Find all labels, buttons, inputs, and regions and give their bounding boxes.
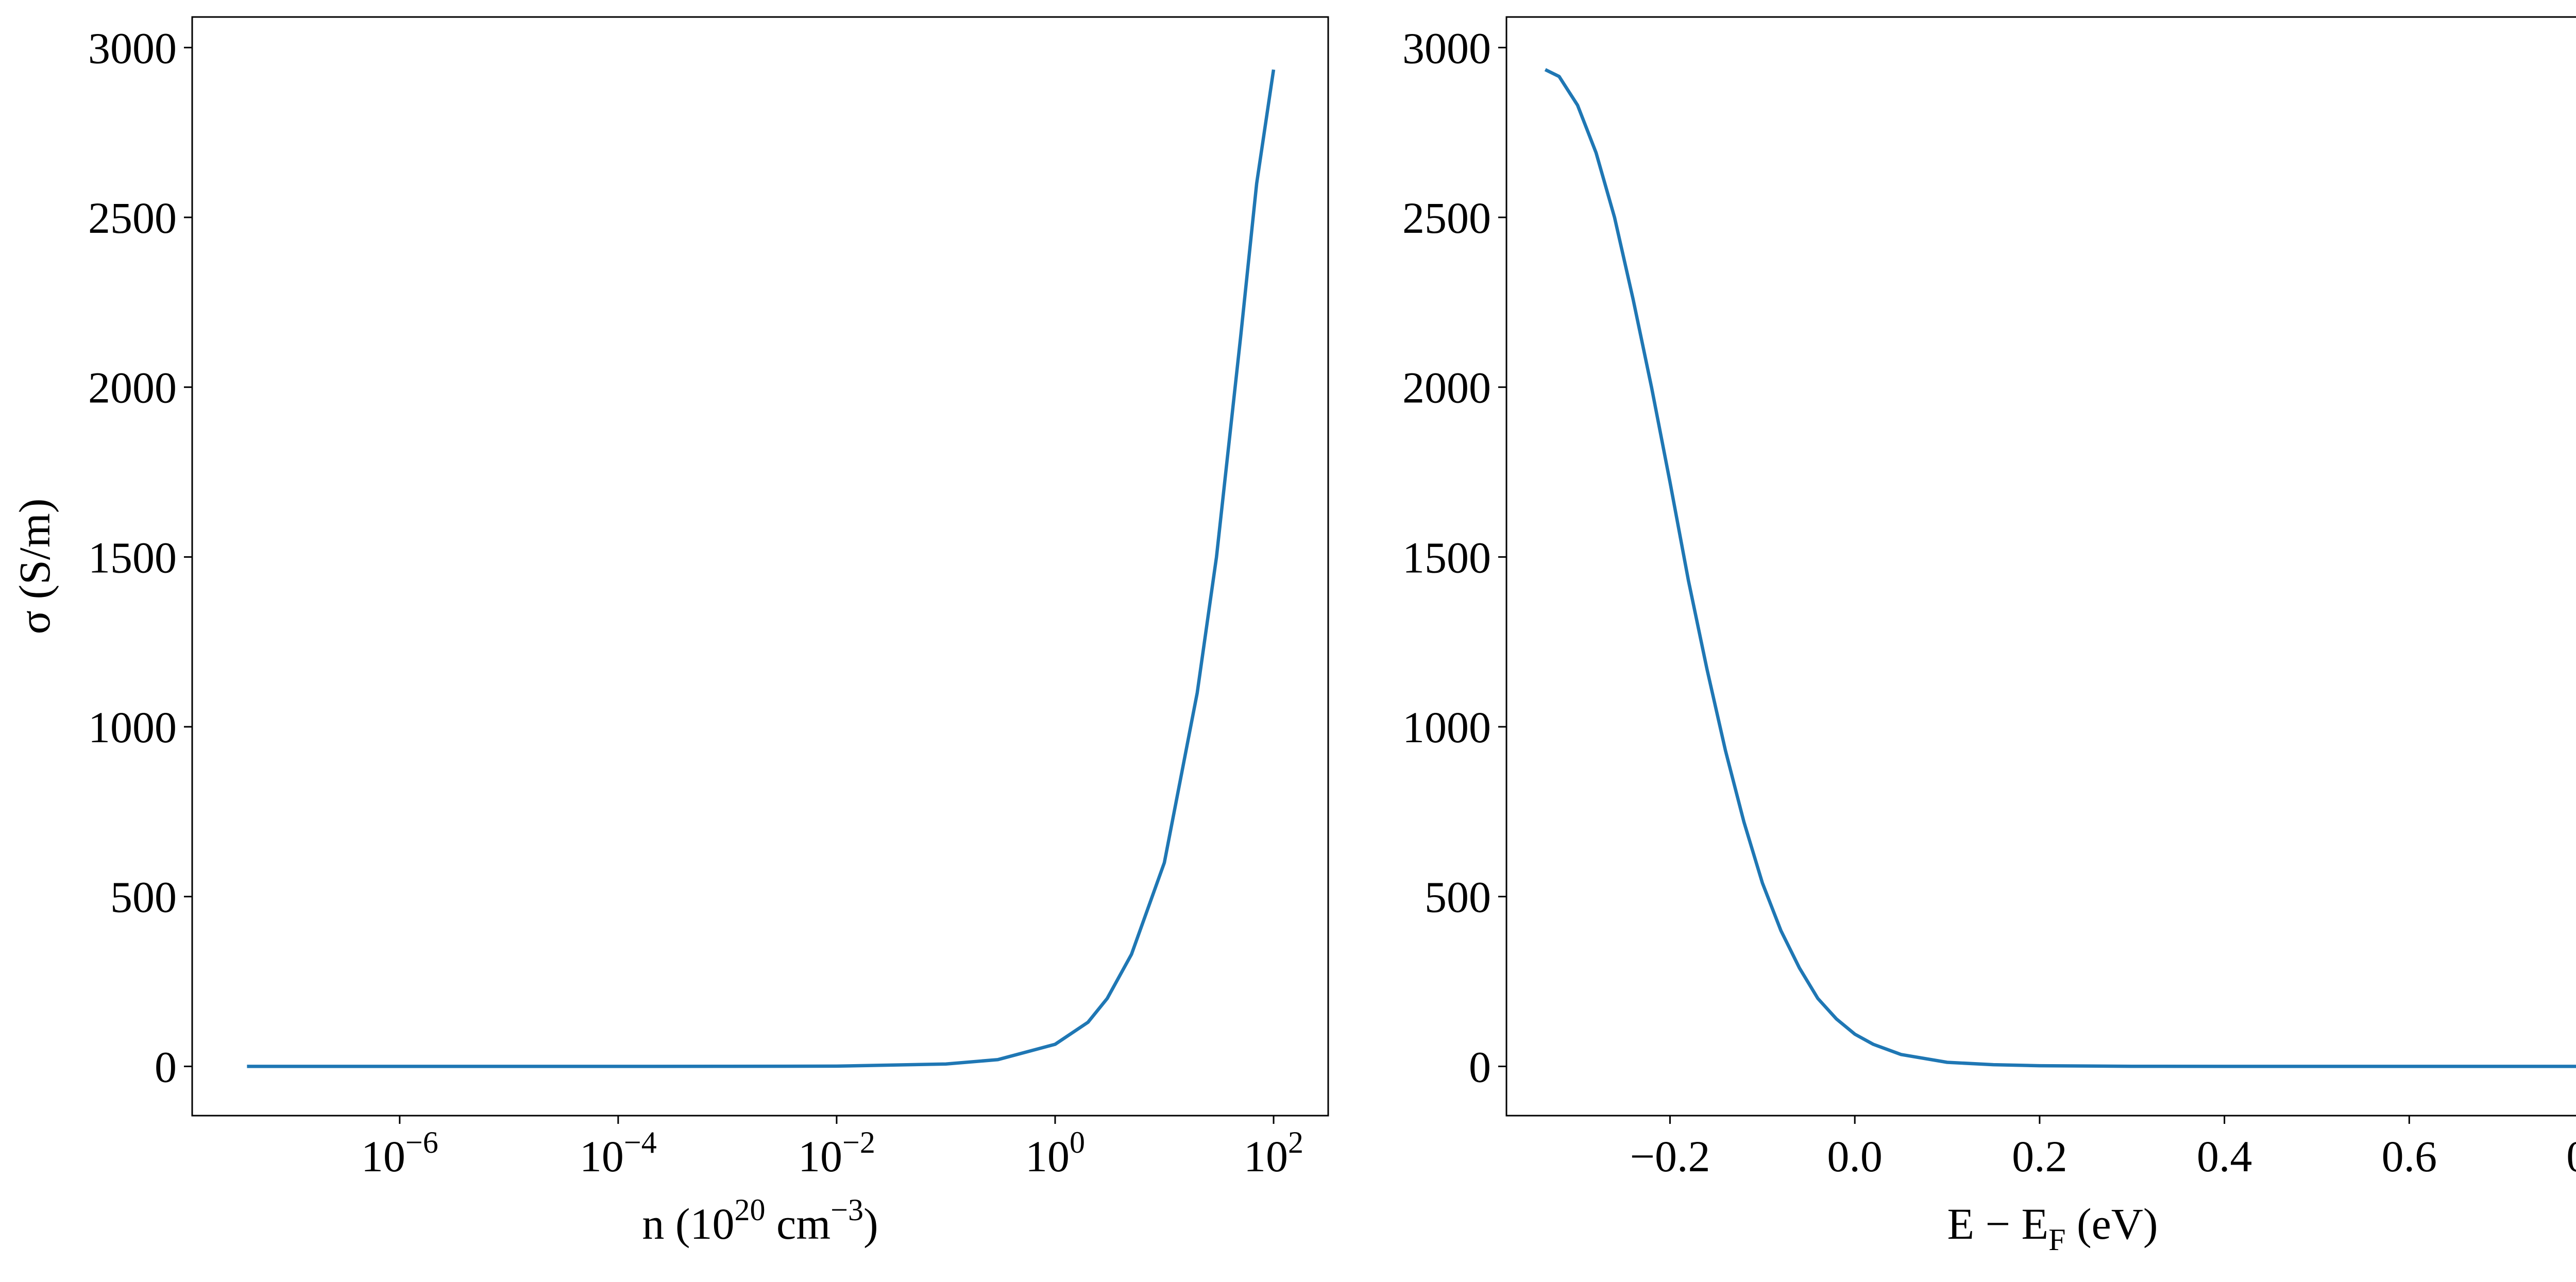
x-axis-label-text: (eV) — [2065, 1199, 2158, 1249]
y-tick-label: 500 — [1425, 873, 1491, 922]
y-tick-label: 2000 — [1402, 363, 1491, 413]
y-tick-label: 2500 — [1402, 193, 1491, 243]
x-tick-label: 100 — [1025, 1125, 1085, 1181]
data-line — [1544, 68, 2576, 1068]
axes-frame — [1505, 16, 2576, 1117]
data-line — [247, 69, 1276, 1068]
y-tick-label: 1000 — [1402, 703, 1491, 752]
x-tick-label-base: 10 — [798, 1132, 842, 1181]
x-axis-label-text: E − E — [1947, 1199, 2048, 1249]
x-axis-label-text: cm — [766, 1199, 831, 1249]
x-axis-label-sub: F — [2048, 1223, 2065, 1257]
x-axis-label-text: n (10 — [642, 1199, 734, 1249]
y-tick-label: 3000 — [88, 23, 177, 73]
y-axis-label: σ (S/m) — [10, 499, 59, 635]
x-tick-label-base: 10 — [1025, 1132, 1070, 1181]
axes-frame — [191, 16, 1329, 1117]
x-tick-label-base: 10 — [1244, 1132, 1288, 1181]
y-tick-label: 1000 — [88, 703, 177, 752]
y-tick-label: 0 — [1469, 1042, 1491, 1091]
x-tick-label-base: 0.6 — [2382, 1132, 2437, 1181]
y-tick-label: 0 — [155, 1042, 177, 1091]
x-tick-label: 10−2 — [798, 1125, 875, 1181]
x-tick-label-base: 10 — [580, 1132, 624, 1181]
x-tick-label: 10−4 — [580, 1125, 657, 1181]
y-tick-label: 2000 — [88, 363, 177, 413]
x-tick-label: 0.0 — [1827, 1132, 1883, 1181]
y-tick-label: 1500 — [1402, 533, 1491, 582]
x-tick-label-exponent: −2 — [842, 1125, 875, 1159]
x-tick-label-base: 0.4 — [2197, 1132, 2252, 1181]
y-tick-label: 2500 — [88, 193, 177, 243]
x-tick-label-exponent: −4 — [624, 1125, 657, 1159]
y-tick-label: 3000 — [1402, 23, 1491, 73]
x-tick-label: 0.6 — [2382, 1132, 2437, 1181]
x-tick-label: 0.8 — [2566, 1132, 2576, 1181]
x-axis-label-sup: −3 — [831, 1193, 863, 1227]
x-tick-label: −0.2 — [1630, 1132, 1710, 1181]
x-axis-label-sup: 20 — [735, 1193, 766, 1227]
x-tick-label: 0.4 — [2197, 1132, 2252, 1181]
x-tick-label-exponent: 0 — [1070, 1125, 1085, 1159]
x-tick-label: 10−6 — [361, 1125, 438, 1181]
x-tick-label-base: 10 — [361, 1132, 405, 1181]
x-axis-label: E − EF (eV) — [1947, 1199, 2158, 1257]
x-tick-label-base: 0.0 — [1827, 1132, 1883, 1181]
x-tick-label-base: −0.2 — [1630, 1132, 1710, 1181]
x-tick-label-exponent: 2 — [1288, 1125, 1303, 1159]
x-axis-label-text: ) — [863, 1199, 878, 1249]
x-tick-label-exponent: −6 — [405, 1125, 438, 1159]
x-tick-label-base: 0.2 — [2012, 1132, 2067, 1181]
x-tick-label: 102 — [1244, 1125, 1303, 1181]
y-tick-label: 1500 — [88, 533, 177, 582]
y-tick-label: 500 — [110, 873, 177, 922]
x-tick-label-base: 0.8 — [2566, 1132, 2576, 1181]
x-tick-label: 0.2 — [2012, 1132, 2067, 1181]
x-axis-label: n (1020 cm−3) — [642, 1193, 878, 1249]
